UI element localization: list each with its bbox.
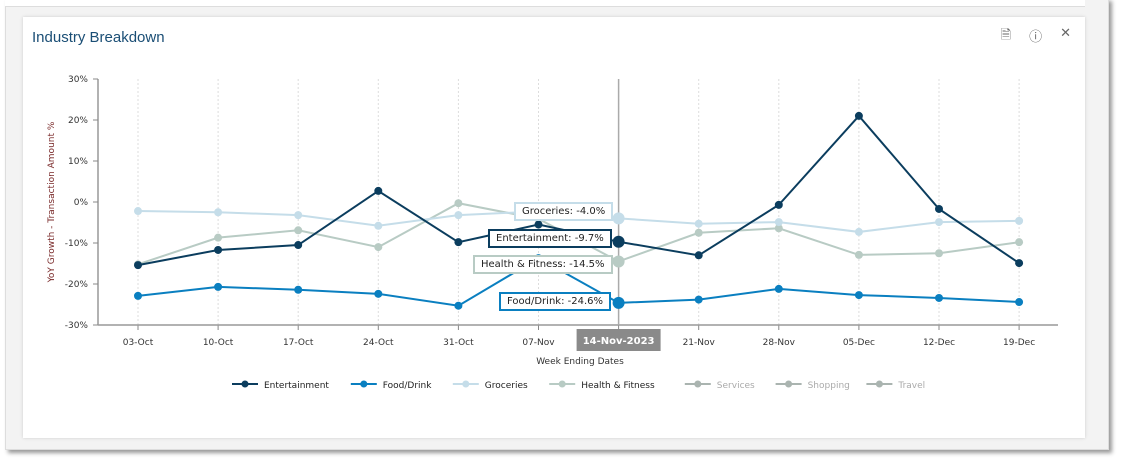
data-point [612,235,625,248]
data-point [612,296,625,309]
data-point [1015,238,1024,247]
data-point [454,199,463,208]
card-title: Industry Breakdown [32,29,165,46]
data-point [1015,298,1024,307]
y-tick-label: 20% [68,116,88,126]
hover-date-label: 14-Nov-2023 [583,336,655,347]
y-tick-label: 10% [68,157,88,167]
close-icon[interactable]: ✕ [1060,26,1071,41]
x-tick-label: 28-Nov [763,338,796,348]
x-tick-label: 21-Nov [683,338,716,348]
data-point [935,249,943,258]
info-icon[interactable]: ⓘ [1029,30,1043,45]
tooltip: Entertainment: -9.7% [488,229,612,248]
y-axis-title: YoY Growth - Transaction Amount % [47,121,57,283]
data-point [1015,216,1024,225]
data-point [694,219,703,228]
x-tick-label: 07-Nov [522,338,555,348]
legend-marker [462,380,470,388]
x-tick-label: 03-Oct [123,338,154,348]
y-tick-label: -10% [65,239,89,249]
legend-marker [558,380,566,388]
tooltip: Food/Drink: -24.6% [499,292,611,311]
data-point [774,218,783,227]
x-tick-label: 24-Oct [363,338,394,348]
x-tick-label: 19-Dec [1003,338,1035,348]
data-point [374,243,383,252]
top-panel-edge [5,0,1085,7]
legend-item[interactable]: Food/Drink [383,381,432,391]
legend-item[interactable]: Services [717,381,755,391]
data-point [774,200,783,209]
data-point [612,255,625,268]
data-point [294,241,303,250]
data-point [214,208,223,217]
tooltip: Groceries: -4.0% [514,202,614,221]
data-point [612,212,625,225]
legend-marker [694,380,702,388]
data-point [774,224,783,233]
x-tick-label: 17-Oct [283,338,314,348]
legend-marker [875,380,883,388]
data-point [454,238,463,247]
data-point [214,233,223,242]
legend-item[interactable]: Travel [897,381,925,391]
series-line-food-drink [137,257,1020,307]
legend-item[interactable]: Shopping [808,381,850,391]
data-point [935,293,943,302]
data-point [134,207,142,216]
tooltip: Health & Fitness: -14.5% [473,255,613,274]
legend-marker [785,380,793,388]
x-tick-label: 10-Oct [203,338,234,348]
x-tick-label: 31-Oct [443,338,474,348]
data-point [134,291,142,300]
data-point [294,211,303,220]
legend-item[interactable]: Entertainment [264,381,329,391]
export-icon[interactable]: 🗎 [1000,28,1012,43]
data-point [854,111,863,120]
legend-item[interactable]: Health & Fitness [581,381,655,391]
x-tick-label: 05-Dec [843,338,875,348]
data-point [854,250,863,259]
data-point [774,284,783,293]
y-tick-label: 30% [68,75,88,85]
legend-marker [360,380,368,388]
data-point [694,228,703,237]
data-point [374,221,383,230]
data-point [374,289,383,298]
x-axis-title: Week Ending Dates [536,357,624,367]
legend-item[interactable]: Groceries [485,381,528,391]
data-point [935,204,943,213]
data-point [854,227,863,236]
data-point [694,251,703,260]
data-point [454,211,463,220]
data-point [214,245,223,254]
data-point [454,301,463,310]
data-point [854,291,863,300]
data-point [935,218,943,227]
data-point [214,282,223,291]
data-point [134,261,142,270]
y-tick-label: -20% [65,280,89,290]
y-tick-label: 0% [74,198,89,208]
data-point [294,226,303,235]
y-tick-label: -30% [65,321,89,331]
x-tick-label: 12-Dec [923,338,955,348]
data-point [294,285,303,294]
data-point [694,295,703,304]
hover-date-badge [576,329,661,351]
legend-marker [241,380,249,388]
data-point [374,186,383,195]
data-point [1015,259,1024,268]
data-point [534,220,543,229]
